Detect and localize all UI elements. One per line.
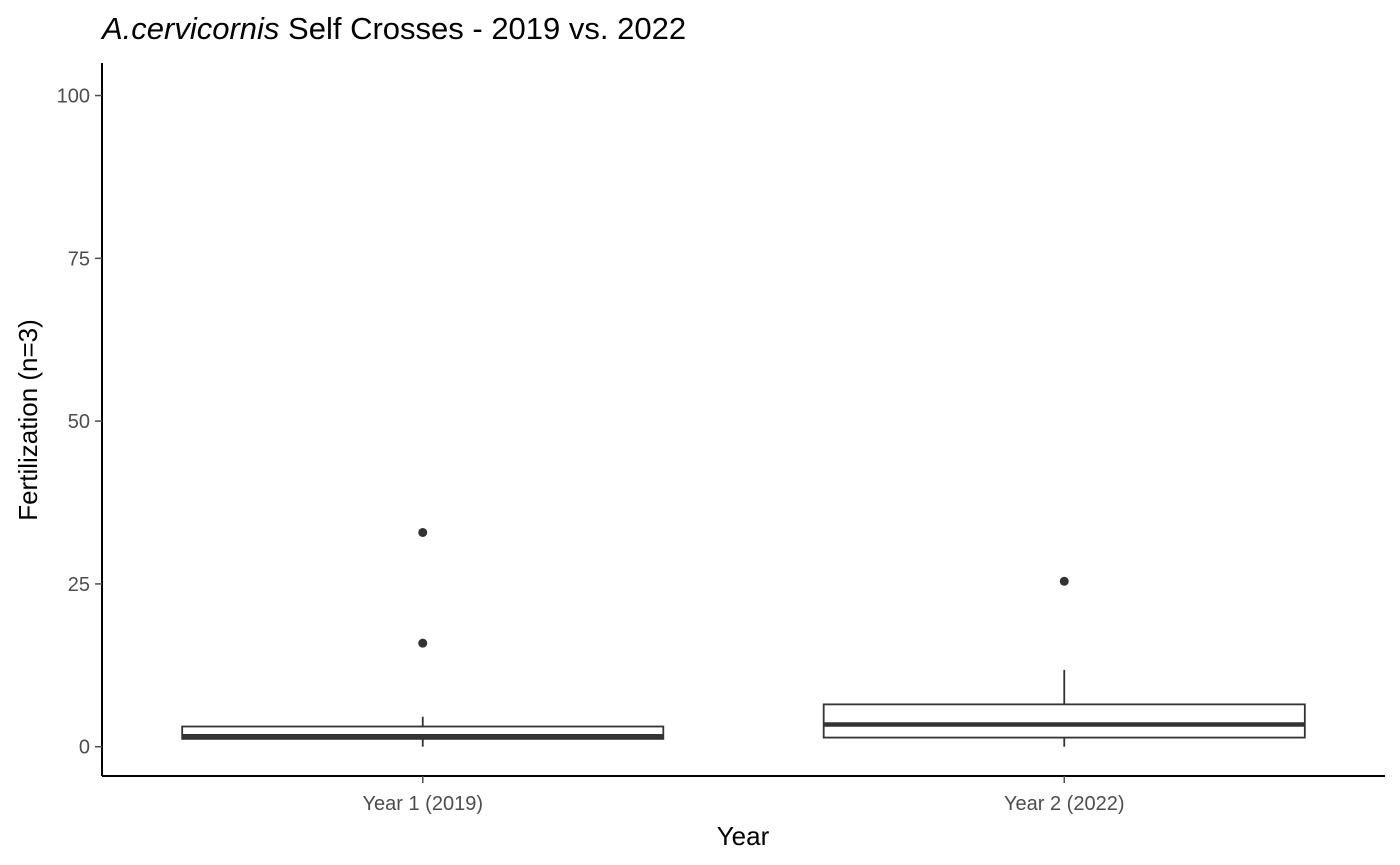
outlier-point [1059, 576, 1069, 586]
y-tick-label: 0 [79, 737, 90, 759]
x-axis-label: Year [717, 821, 770, 851]
axes: 0 25 50 75 100 Year 1 (2019) Year 2 (2022) [57, 63, 1385, 815]
y-tick-label: 75 [68, 248, 90, 270]
y-tick-label: 50 [68, 411, 90, 433]
box-iqr [822, 703, 1306, 739]
y-tick-label: 25 [68, 574, 90, 596]
chart-title-species: A.cervicornis [102, 11, 280, 46]
x-tick-label: Year 1 (2019) [363, 793, 483, 815]
chart-title: A.cervicornis Self Crosses - 2019 vs. 20… [102, 8, 686, 50]
box-group [181, 527, 665, 747]
chart-title-rest: Self Crosses - 2019 vs. 2022 [279, 11, 687, 46]
y-axis-label: Fertilization (n=3) [13, 319, 43, 521]
outlier-point [418, 527, 428, 537]
x-tick-label: Year 2 (2022) [1004, 793, 1124, 815]
outlier-point [418, 638, 428, 648]
axis-labels: Year Fertilization (n=3) [13, 319, 770, 851]
box-group [822, 576, 1306, 747]
y-tick-label: 100 [57, 86, 90, 108]
boxes [181, 527, 1306, 747]
